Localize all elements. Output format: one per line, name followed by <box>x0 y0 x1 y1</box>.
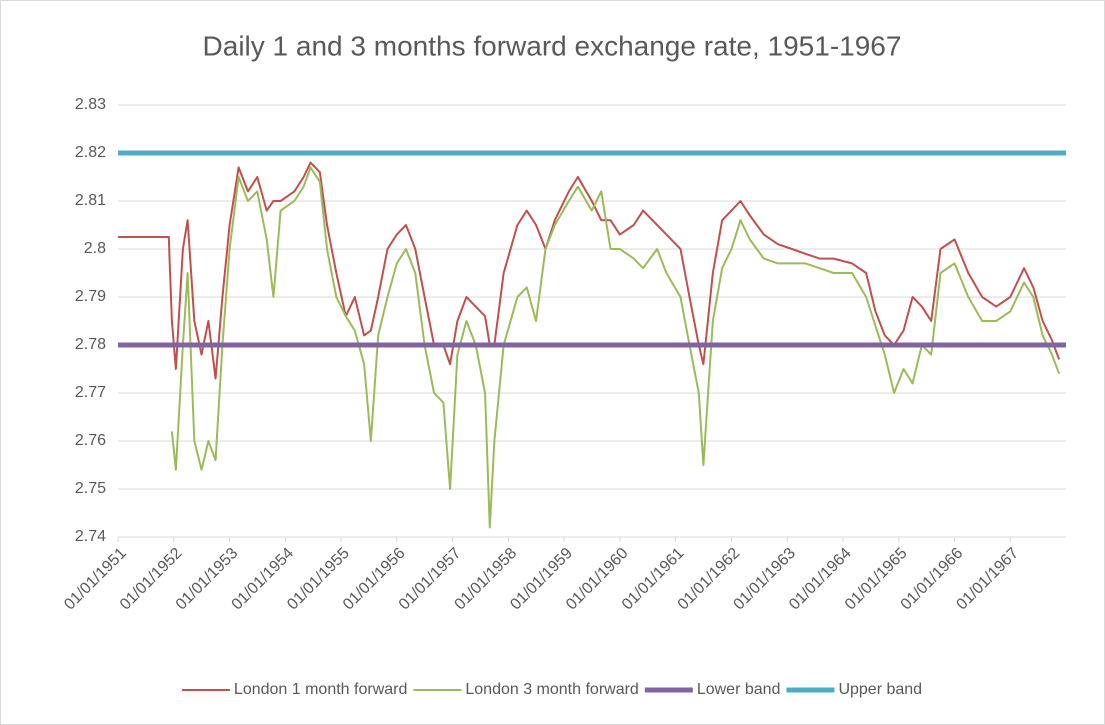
y-tick-label: 2.78 <box>75 336 106 353</box>
y-tick-label: 2.83 <box>75 96 106 113</box>
y-tick-label: 2.82 <box>75 144 106 161</box>
y-tick-label: 2.8 <box>84 240 106 257</box>
chart-title: Daily 1 and 3 months forward exchange ra… <box>203 30 902 61</box>
y-tick-label: 2.76 <box>75 432 106 449</box>
legend-label: Upper band <box>838 681 922 698</box>
y-tick-label: 2.81 <box>75 192 106 209</box>
legend-label: London 3 month forward <box>465 681 638 698</box>
y-tick-label: 2.74 <box>75 528 106 545</box>
legend-label: Lower band <box>697 681 781 698</box>
y-tick-label: 2.77 <box>75 384 106 401</box>
y-tick-label: 2.79 <box>75 288 106 305</box>
y-tick-label: 2.75 <box>75 480 106 497</box>
legend-label: London 1 month forward <box>234 681 407 698</box>
series-line <box>170 166 1061 529</box>
series-line <box>118 161 1061 380</box>
